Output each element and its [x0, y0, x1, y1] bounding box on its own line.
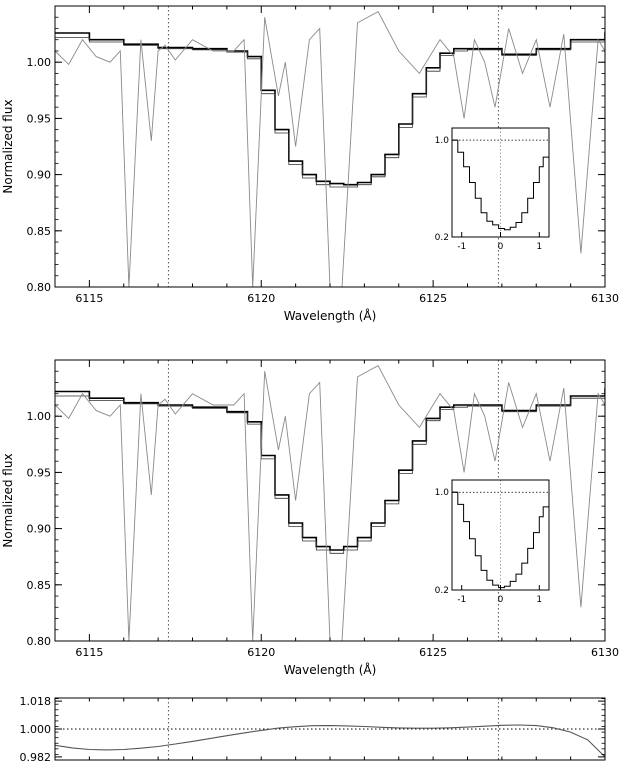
middle-inset-bg [452, 480, 549, 590]
middle-xtick-label: 6130 [591, 646, 619, 659]
middle-ytick-label: 0.95 [27, 466, 52, 479]
top-inset-profile [452, 139, 549, 231]
top-xtick-label: 6125 [419, 292, 447, 305]
bottom-ytick-label: 0.982 [20, 751, 52, 763]
top-xtick-label: 6120 [247, 292, 275, 305]
middle-xtick-label: 6125 [419, 646, 447, 659]
top-series-step-thin [55, 34, 605, 188]
top-inset-xtick-label: -1 [457, 242, 466, 252]
middle-y-axis-label: Normalized flux [1, 453, 15, 547]
middle-series-step-thick [55, 388, 605, 551]
top-inset: -1 0 1 0.2 1.0 [435, 127, 550, 252]
top-y-axis-label: Normalized flux [1, 99, 15, 193]
middle-x-axis-label: Wavelength (Å) [284, 662, 377, 677]
bottom-axes-frame [54, 697, 606, 761]
middle-inset-ytick-label: 0.2 [435, 586, 449, 596]
middle-xtick-label: 6120 [247, 646, 275, 659]
top-xtick-label: 6130 [591, 292, 619, 305]
top-inset-ytick-label: 0.2 [435, 233, 449, 243]
middle-series-telluric [55, 364, 605, 641]
bottom-series-smooth [55, 724, 605, 758]
bottom-ytick-label: 1.000 [20, 723, 52, 736]
panel-top: 6115 6120 6125 61300.800.850.900.951.00Wave… [1, 5, 619, 323]
middle-inset-xtick-label: -1 [457, 595, 466, 605]
top-inset-plot [452, 128, 549, 237]
middle-inset-profile [452, 491, 549, 589]
top-series-telluric [55, 10, 605, 287]
middle-inset-xtick-label: 1 [536, 595, 542, 605]
top-ytick-label: 1.00 [27, 56, 52, 69]
middle-ytick-label: 0.90 [27, 523, 52, 536]
middle-ytick-label: 0.80 [27, 635, 52, 648]
middle-inset: -1 0 1 0.2 1.0 [435, 479, 550, 605]
bottom-plot-area [55, 698, 605, 760]
middle-inset-plot [452, 480, 549, 590]
middle-series-step-thin [55, 390, 605, 554]
panel-middle: 6115 6120 6125 61300.800.850.900.951.00Wave… [1, 359, 619, 677]
top-xtick-label: 6115 [75, 292, 103, 305]
top-ytick-label: 0.90 [27, 169, 52, 182]
top-ytick-label: 0.95 [27, 112, 52, 125]
panel-bottom: 0.982 1.000 1.018 [20, 695, 606, 763]
top-inset-ytick-label: 1.0 [435, 136, 450, 146]
top-inset-xtick-label: 0 [498, 242, 504, 252]
middle-inset-ytick-label: 1.0 [435, 488, 450, 498]
middle-ytick-label: 0.85 [27, 579, 52, 592]
middle-ytick-label: 1.00 [27, 410, 52, 423]
middle-xtick-label: 6115 [75, 646, 103, 659]
top-ytick-label: 0.85 [27, 225, 52, 238]
middle-inset-xtick-label: 0 [498, 595, 504, 605]
bottom-ytick-label: 1.018 [20, 695, 52, 708]
top-inset-xtick-label: 1 [536, 242, 542, 252]
top-ytick-label: 0.80 [27, 281, 52, 294]
top-x-axis-label: Wavelength (Å) [284, 308, 377, 323]
